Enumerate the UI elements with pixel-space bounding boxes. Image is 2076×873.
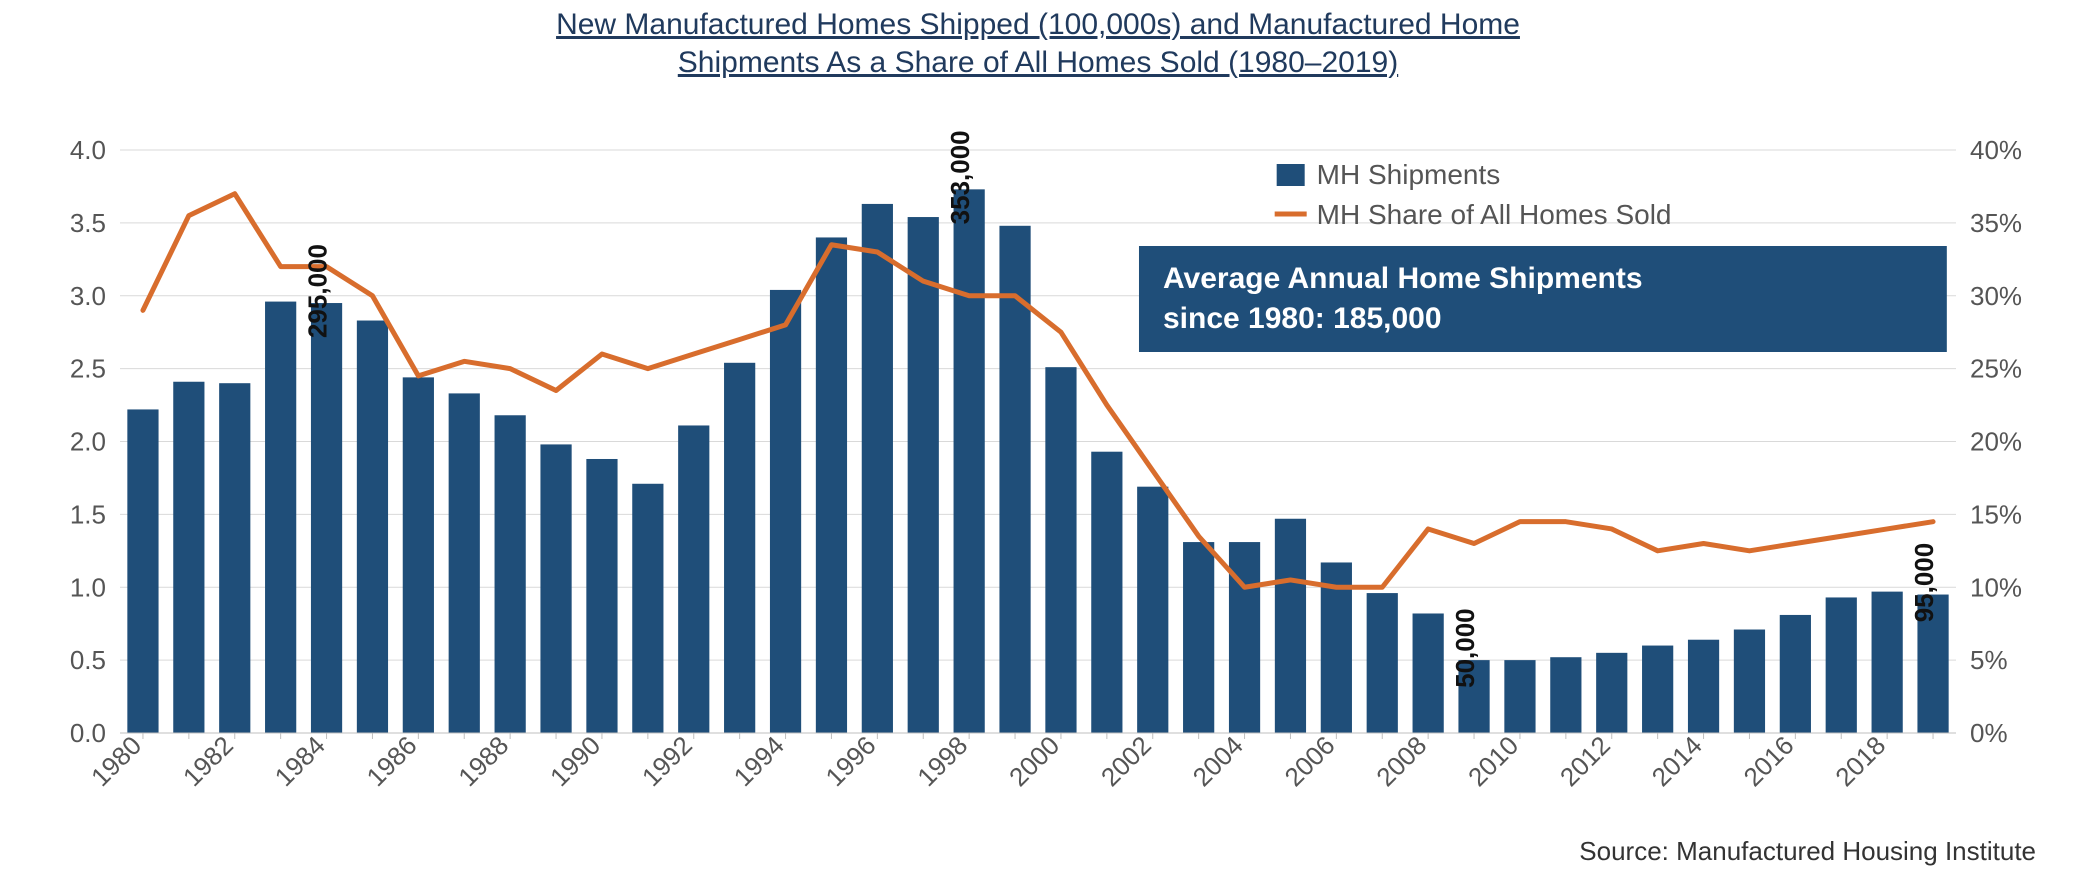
y-left-tick: 2.0 <box>70 427 106 457</box>
bar <box>1413 613 1444 733</box>
bar <box>1504 660 1535 733</box>
x-category-label: 2008 <box>1370 730 1432 792</box>
bar <box>862 204 893 733</box>
bar <box>357 321 388 733</box>
bar <box>1872 592 1903 733</box>
y-left-tick: 1.0 <box>70 572 106 602</box>
chart-container: New Manufactured Homes Shipped (100,000s… <box>0 0 2076 873</box>
x-category-label: 2010 <box>1462 730 1524 792</box>
bar <box>1091 452 1122 733</box>
y-right-tick: 40% <box>1970 135 2022 165</box>
legend-bar-swatch <box>1277 164 1305 186</box>
y-left-tick: 0.5 <box>70 645 106 675</box>
y-right-tick: 25% <box>1970 354 2022 384</box>
y-right-tick: 15% <box>1970 499 2022 529</box>
y-left-tick: 0.0 <box>70 718 106 748</box>
bar <box>1550 657 1581 733</box>
y-right-tick: 20% <box>1970 427 2022 457</box>
bar <box>1826 597 1857 733</box>
y-left-tick: 3.0 <box>70 281 106 311</box>
callout-line1: Average Annual Home Shipments <box>1163 262 1643 295</box>
legend-bar-label: MH Shipments <box>1317 159 1501 190</box>
bar <box>127 409 158 733</box>
bar <box>1183 542 1214 733</box>
y-right-tick: 10% <box>1970 572 2022 602</box>
y-left-tick: 1.5 <box>70 499 106 529</box>
bar <box>449 393 480 733</box>
x-category-label: 1998 <box>911 730 973 792</box>
x-category-label: 2014 <box>1646 730 1708 792</box>
bar <box>1688 640 1719 733</box>
x-category-label: 1994 <box>728 730 790 792</box>
x-category-label: 2012 <box>1554 730 1616 792</box>
bar <box>1367 593 1398 733</box>
bar <box>1642 646 1673 733</box>
y-left-tick: 3.5 <box>70 208 106 238</box>
bar <box>586 459 617 733</box>
x-category-label: 1990 <box>544 730 606 792</box>
chart-svg: 0.0 0.5 1.0 1.5 2.0 2.5 3.0 3.5 4.0 0% 5% 10% 15% 20%… <box>0 0 2076 873</box>
x-category-label: 2018 <box>1829 730 1891 792</box>
y-right-tick: 35% <box>1970 208 2022 238</box>
bar <box>1045 367 1076 733</box>
bar <box>219 383 250 733</box>
x-category-label: 2016 <box>1737 730 1799 792</box>
y-right-tick: 30% <box>1970 281 2022 311</box>
legend-line-label: MH Share of All Homes Sold <box>1317 199 1672 230</box>
bar <box>173 382 204 733</box>
x-category-label: 1986 <box>360 730 422 792</box>
bar <box>495 415 526 733</box>
bar <box>1137 487 1168 733</box>
x-category-label: 1996 <box>819 730 881 792</box>
bar <box>954 189 985 733</box>
bar <box>265 302 296 733</box>
bar <box>724 363 755 733</box>
x-category-label: 1988 <box>452 730 514 792</box>
bar <box>908 217 939 733</box>
x-category-label: 2006 <box>1278 730 1340 792</box>
x-category-label: 2000 <box>1003 730 1065 792</box>
x-category-label: 1992 <box>636 730 698 792</box>
y-left-tick: 4.0 <box>70 135 106 165</box>
y-right-tick: 0% <box>1970 718 2008 748</box>
bar <box>1780 615 1811 733</box>
x-category-label: 2004 <box>1187 730 1249 792</box>
bar <box>770 290 801 733</box>
y-left-tick: 2.5 <box>70 354 106 384</box>
callout-line2: since 1980: 185,000 <box>1163 302 1442 335</box>
bar <box>1734 630 1765 733</box>
x-category-label: 1984 <box>269 730 331 792</box>
x-category-label: 1982 <box>177 730 239 792</box>
x-category-label: 2002 <box>1095 730 1157 792</box>
bar <box>540 444 571 733</box>
bar-data-label: 95,000 <box>1909 543 1939 623</box>
bar <box>1229 542 1260 733</box>
bar <box>1596 653 1627 733</box>
bar <box>1275 519 1306 733</box>
bar <box>678 425 709 733</box>
bar <box>632 484 663 733</box>
bar-data-label: 353,000 <box>945 130 975 224</box>
bar-data-label: 295,000 <box>303 244 333 338</box>
bar <box>403 377 434 733</box>
bar-data-label: 50,000 <box>1450 608 1480 688</box>
y-right-tick: 5% <box>1970 645 2008 675</box>
bar <box>816 237 847 733</box>
bar <box>311 303 342 733</box>
